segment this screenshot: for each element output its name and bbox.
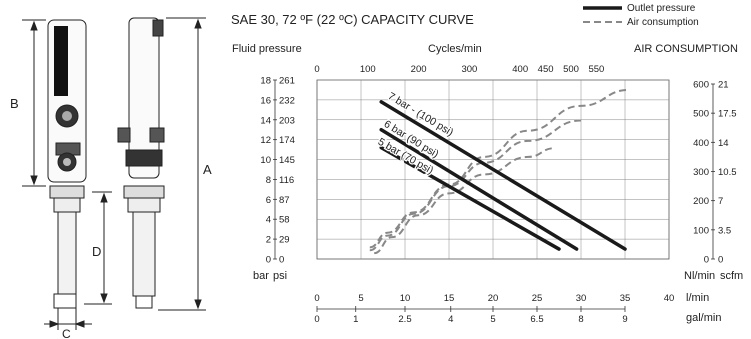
psi-tick-label: 261 — [279, 76, 295, 87]
cycles-tick-label: 0 — [314, 64, 319, 75]
lmin-tick-label: 25 — [532, 293, 543, 304]
psi-tick-label: 203 — [279, 115, 295, 126]
galmin-tick-label: 5 — [490, 314, 495, 325]
bar-tick-label: 14 — [260, 115, 271, 126]
nlmin-tick-label: 100 — [693, 225, 709, 236]
cycles-tick-label: 500 — [563, 64, 579, 75]
bar-tick-label: 16 — [260, 95, 271, 106]
dimension-c-label: C — [62, 327, 71, 339]
bar-tick-label: 4 — [266, 215, 271, 226]
cycles-tick-label: 100 — [360, 64, 376, 75]
outlet-pressure-line-2 — [379, 145, 561, 251]
galmin-tick-label: 9 — [622, 314, 627, 325]
cycles-tick-label: 300 — [461, 64, 477, 75]
pump-drawing — [22, 17, 206, 330]
cycles-tick-label: 550 — [588, 64, 604, 75]
cycles-axis-title: Cycles/min — [428, 43, 482, 55]
air-consumption-curve-4 — [369, 119, 582, 252]
galmin-tick-label: 2.5 — [398, 314, 411, 325]
nlmin-unit-label: Nl/min — [684, 270, 715, 282]
psi-tick-label: 29 — [279, 235, 290, 246]
scfm-tick-label: 0 — [718, 255, 723, 266]
lmin-unit-label: l/min — [686, 292, 709, 304]
galmin-tick-label: 1 — [353, 314, 358, 325]
bar-tick-label: 10 — [260, 155, 271, 166]
psi-tick-label: 145 — [279, 155, 295, 166]
nlmin-tick-label: 0 — [704, 255, 709, 266]
psi-tick-label: 232 — [279, 95, 295, 106]
lmin-tick-label: 15 — [444, 293, 455, 304]
lmin-tick-label: 0 — [314, 293, 319, 304]
lmin-tick-label: 5 — [358, 293, 363, 304]
bar-tick-label: 2 — [266, 235, 271, 246]
scfm-tick-label: 7 — [718, 196, 723, 207]
nlmin-tick-label: 500 — [693, 109, 709, 120]
galmin-tick-label: 8 — [578, 314, 583, 325]
dimension-a-label: A — [203, 162, 212, 177]
scfm-unit-label: scfm — [720, 270, 743, 282]
legend-outlet-label: Outlet pressure — [627, 3, 696, 14]
lmin-tick-label: 35 — [620, 293, 631, 304]
lmin-tick-label: 40 — [664, 293, 675, 304]
nlmin-tick-label: 400 — [693, 138, 709, 149]
nlmin-tick-label: 300 — [693, 167, 709, 178]
bar-tick-label: 6 — [266, 195, 271, 206]
outlet-pressure-line-1 — [379, 127, 579, 251]
psi-tick-label: 0 — [279, 255, 284, 266]
galmin-tick-label: 6.5 — [530, 314, 543, 325]
scfm-tick-label: 10.5 — [718, 167, 737, 178]
nlmin-tick-label: 200 — [693, 196, 709, 207]
fluid-pressure-title: Fluid pressure — [232, 43, 302, 55]
psi-unit-label: psi — [273, 270, 287, 282]
bar-tick-label: 12 — [260, 135, 271, 146]
scfm-tick-label: 17.5 — [718, 109, 737, 120]
air-consumption-title: AIR CONSUMPTION — [634, 43, 738, 55]
scfm-tick-label: 21 — [718, 80, 729, 91]
outlet-pressure-line-0 — [379, 100, 627, 251]
psi-tick-label: 87 — [279, 195, 290, 206]
psi-tick-label: 116 — [279, 175, 294, 186]
galmin-unit-label: gal/min — [686, 312, 721, 324]
air-consumption-curve-5 — [373, 147, 555, 255]
scfm-tick-label: 3.5 — [718, 225, 731, 236]
dimension-d-label: D — [92, 244, 101, 259]
psi-tick-label: 58 — [279, 215, 290, 226]
dimension-b-label: B — [10, 96, 19, 111]
lmin-tick-label: 20 — [488, 293, 499, 304]
bar-unit-label: bar — [253, 270, 269, 282]
legend: Outlet pressure Air consumption — [583, 3, 699, 28]
nlmin-tick-label: 600 — [693, 80, 709, 91]
chart-title: SAE 30, 72 ºF (22 ºC) CAPACITY CURVE — [231, 12, 474, 27]
lmin-tick-label: 30 — [576, 293, 587, 304]
cycles-tick-label: 400 — [512, 64, 528, 75]
lmin-tick-label: 10 — [400, 293, 411, 304]
scfm-tick-label: 14 — [718, 138, 729, 149]
cycles-tick-label: 200 — [411, 64, 427, 75]
bar-tick-label: 0 — [266, 255, 271, 266]
psi-tick-label: 174 — [279, 135, 295, 146]
cycles-tick-label: 450 — [538, 64, 554, 75]
legend-air-label: Air consumption — [627, 17, 699, 28]
galmin-tick-label: 0 — [314, 314, 319, 325]
bar-tick-label: 8 — [266, 175, 271, 186]
galmin-tick-label: 4 — [448, 314, 453, 325]
bar-tick-label: 18 — [260, 76, 271, 87]
air-consumption-curve-3 — [369, 88, 630, 249]
